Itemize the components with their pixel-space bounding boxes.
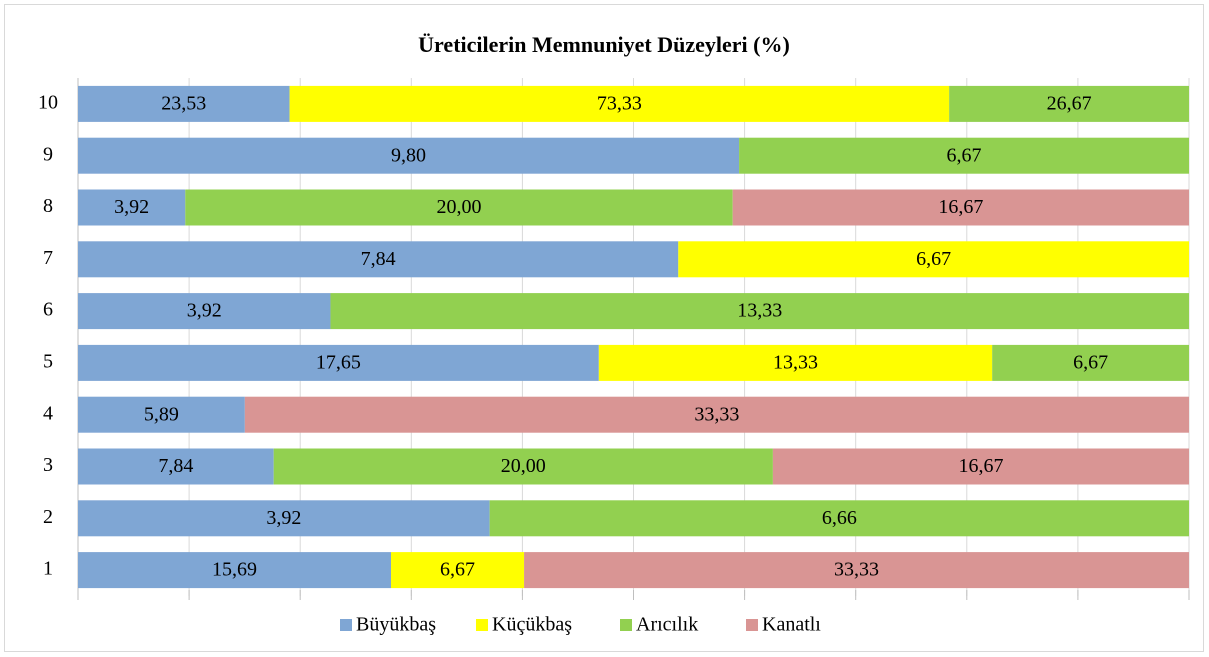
data-label: 33,33 [694, 403, 739, 425]
bar-segment [78, 241, 679, 278]
legend-label: Büyükbaş [356, 614, 436, 636]
legend-swatch [746, 619, 758, 631]
bar-segment [489, 500, 1189, 537]
bar-segment [78, 189, 186, 226]
bar-segment [78, 344, 599, 381]
bar-segment [78, 137, 740, 174]
y-tick-label: 6 [43, 299, 53, 321]
bar-segment [78, 448, 274, 485]
data-label: 13,33 [737, 300, 782, 322]
legend-label: Küçükbaş [492, 614, 572, 636]
bar-segment [949, 85, 1189, 122]
bar-segment [732, 189, 1189, 226]
data-label: 6,67 [916, 248, 951, 270]
bar-segment [739, 137, 1189, 174]
data-label: 13,33 [773, 351, 818, 373]
bar-segment [185, 189, 733, 226]
bar-segment [244, 396, 1190, 433]
legend-label: Kanatlı [762, 614, 821, 636]
data-label: 9,80 [391, 144, 426, 166]
data-label: 7,84 [361, 248, 396, 270]
legend-swatch [340, 619, 352, 631]
data-label: 20,00 [437, 196, 482, 218]
legend-swatch [476, 619, 488, 631]
bar-segment [391, 552, 525, 589]
y-tick-label: 10 [38, 91, 58, 113]
data-label: 6,67 [440, 559, 475, 581]
y-tick-label: 5 [43, 350, 53, 372]
y-tick-label: 2 [43, 506, 53, 528]
bar-segment [78, 500, 490, 537]
data-label: 3,92 [187, 300, 222, 322]
data-label: 5,89 [144, 403, 179, 425]
data-label: 17,65 [316, 351, 361, 373]
bar-segment [524, 552, 1189, 589]
bar-segment [330, 293, 1190, 330]
data-label: 73,33 [597, 92, 642, 114]
data-label: 6,67 [947, 144, 982, 166]
data-label: 3,92 [266, 507, 301, 529]
data-label: 3,92 [114, 196, 149, 218]
bar-segment [78, 396, 245, 433]
bar-segment [678, 241, 1189, 278]
y-tick-label: 1 [43, 558, 53, 580]
bar-segment [598, 344, 993, 381]
legend-swatch [620, 619, 632, 631]
bar-segment [78, 293, 331, 330]
chart-title: Üreticilerin Memnuniyet Düzeyleri (%) [418, 32, 790, 57]
data-label: 16,67 [938, 196, 983, 218]
data-label: 16,67 [958, 455, 1003, 477]
legend-label: Arıcılık [636, 614, 698, 636]
bar-segment [78, 85, 290, 122]
y-tick-label: 7 [43, 247, 53, 269]
y-tick-label: 3 [43, 454, 53, 476]
y-tick-label: 9 [43, 143, 53, 165]
bar-segment [992, 344, 1189, 381]
bar-segment [772, 448, 1189, 485]
data-label: 23,53 [161, 92, 206, 114]
bar-segment [78, 552, 392, 589]
y-tick-label: 8 [43, 195, 53, 217]
data-label: 7,84 [158, 455, 193, 477]
data-label: 26,67 [1047, 92, 1092, 114]
bar-segment [289, 85, 950, 122]
data-label: 6,67 [1073, 351, 1108, 373]
data-label: 15,69 [212, 559, 257, 581]
data-label: 6,66 [822, 507, 857, 529]
y-tick-label: 4 [43, 402, 53, 424]
bar-segment [273, 448, 773, 485]
data-label: 20,00 [501, 455, 546, 477]
data-label: 33,33 [834, 559, 879, 581]
